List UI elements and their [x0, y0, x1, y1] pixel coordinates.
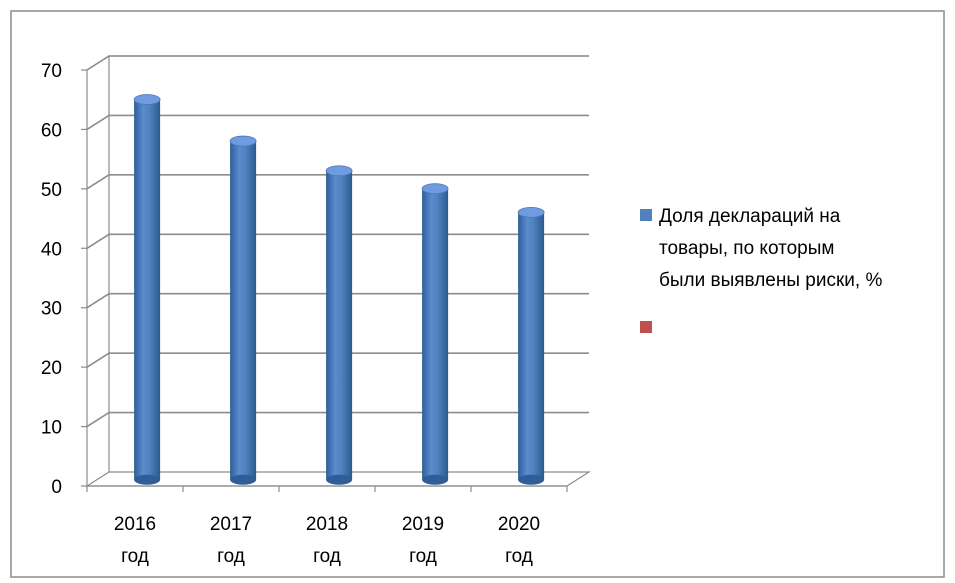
bar [517, 206, 545, 485]
y-tick-label: 30 [41, 299, 62, 320]
x-axis-ticks: 2016 год 2017 год 2018 год 2019 год 2020 год [86, 486, 568, 567]
bar [325, 165, 353, 485]
x-tick-label: 2017 [210, 514, 252, 535]
bar [229, 135, 257, 485]
legend-label: товары, по которым [659, 238, 834, 259]
gridline [86, 114, 589, 131]
gridline [86, 55, 589, 71]
x-tick-label: 2018 [306, 514, 348, 535]
axes [86, 70, 567, 487]
legend: Доля деклараций на товары, по которым были… [640, 206, 882, 333]
legend-label: были выявлены риски, % [659, 270, 882, 291]
y-tick-label: 10 [41, 418, 62, 439]
gridline [86, 174, 589, 190]
y-tick-label: 50 [41, 180, 62, 201]
x-tick-label: 2019 [402, 514, 444, 535]
bars [133, 94, 545, 485]
y-tick-label: 40 [41, 239, 62, 260]
x-tick-label: 2016 [114, 514, 156, 535]
y-tick-label: 20 [41, 358, 62, 379]
bar [133, 94, 161, 485]
x-tick-label: 2020 [498, 514, 540, 535]
x-tick-label: год [217, 546, 245, 567]
legend-swatch [640, 209, 652, 221]
bar [421, 183, 449, 485]
y-axis-ticks: 0 10 20 30 40 50 60 70 [41, 61, 87, 498]
legend-swatch [640, 321, 652, 333]
x-tick-label: год [121, 546, 149, 567]
y-tick-label: 70 [41, 61, 62, 82]
legend-label: Доля деклараций на [659, 206, 841, 227]
y-tick-label: 60 [41, 120, 62, 141]
x-tick-label: год [409, 546, 437, 567]
x-tick-label: год [505, 546, 533, 567]
x-tick-label: год [313, 546, 341, 567]
y-tick-label: 0 [51, 477, 62, 498]
